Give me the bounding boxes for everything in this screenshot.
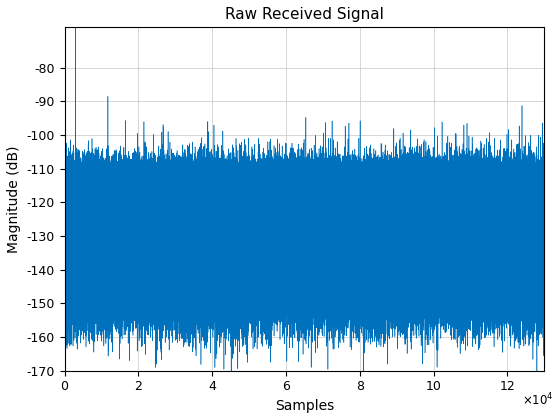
- Text: $\times10^4$: $\times10^4$: [522, 391, 554, 408]
- Y-axis label: Magnitude (dB): Magnitude (dB): [7, 145, 21, 253]
- X-axis label: Samples: Samples: [275, 399, 334, 413]
- Title: Raw Received Signal: Raw Received Signal: [225, 7, 384, 22]
